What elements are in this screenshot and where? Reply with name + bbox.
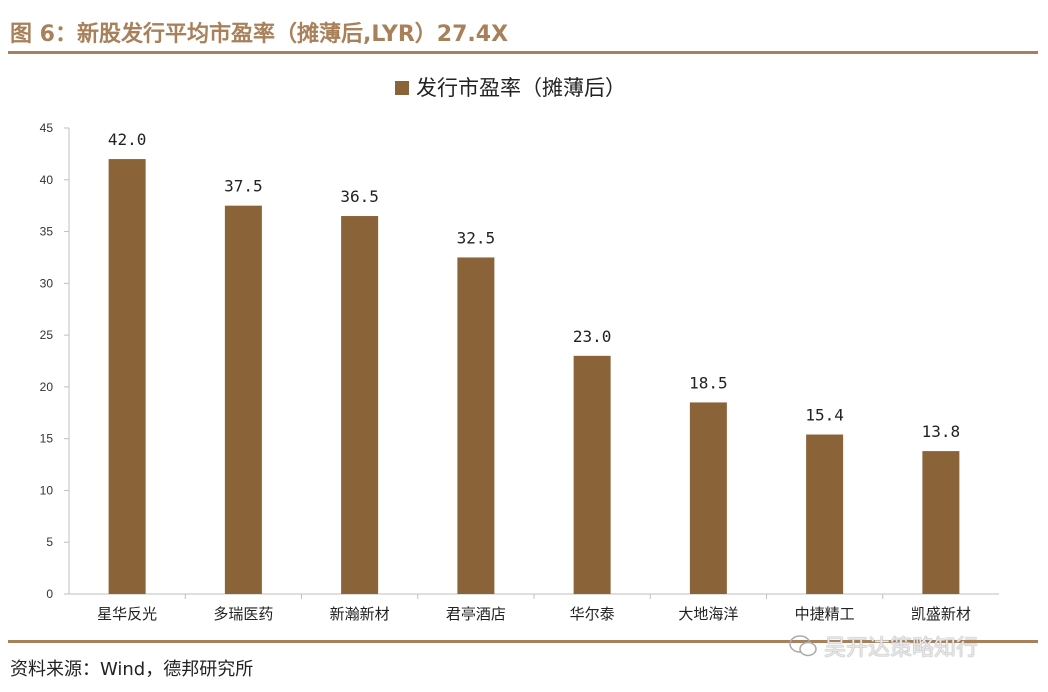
figure-title: 图 6：新股发行平均市盈率（摊薄后,LYR）27.4X bbox=[10, 22, 509, 47]
source-note: 资料来源：Wind，德邦研究所 bbox=[10, 659, 254, 680]
bars bbox=[108, 159, 960, 595]
data-label: 15.4 bbox=[805, 406, 844, 425]
x-tick-label: 新瀚新材 bbox=[330, 605, 390, 623]
x-tick-label: 君亭酒店 bbox=[446, 605, 506, 623]
x-tick-label: 星华反光 bbox=[97, 605, 157, 623]
x-tick-label: 中捷精工 bbox=[795, 605, 855, 623]
y-tick-label: 10 bbox=[40, 483, 54, 497]
watermark: 吴开达策略知行 bbox=[788, 630, 978, 662]
y-tick-label: 45 bbox=[40, 121, 54, 135]
bar bbox=[573, 355, 611, 594]
title-divider bbox=[8, 51, 1038, 54]
y-tick-label: 35 bbox=[40, 225, 54, 239]
data-labels: 42.0 37.5 36.5 32.5 23.0 18.5 15.4 13.8 bbox=[108, 130, 960, 441]
footer-divider bbox=[8, 640, 1038, 643]
data-label: 23.0 bbox=[573, 327, 612, 346]
bar bbox=[922, 451, 960, 594]
legend: 发行市盈率（摊薄后） bbox=[395, 76, 626, 100]
axes bbox=[68, 128, 999, 599]
wechat-icon bbox=[789, 635, 817, 657]
data-label: 13.8 bbox=[922, 422, 961, 441]
y-axis-ticks: 0 5 10 15 20 25 30 35 40 45 bbox=[40, 121, 69, 601]
bar bbox=[341, 216, 379, 594]
bar bbox=[457, 257, 495, 594]
bar-chart: 发行市盈率（摊薄后） 0 5 10 15 20 25 30 35 40 45 42.0 37.5 36… bbox=[40, 76, 999, 623]
x-tick-label: 大地海洋 bbox=[678, 605, 738, 623]
bar bbox=[224, 205, 262, 594]
bar bbox=[108, 159, 146, 595]
legend-swatch bbox=[395, 81, 409, 95]
y-tick-label: 5 bbox=[46, 535, 53, 549]
y-tick-label: 0 bbox=[46, 587, 53, 601]
watermark-text: 吴开达策略知行 bbox=[824, 636, 979, 661]
data-label: 42.0 bbox=[108, 130, 147, 149]
data-label: 32.5 bbox=[457, 228, 496, 247]
y-tick-label: 15 bbox=[40, 432, 54, 446]
legend-label: 发行市盈率（摊薄后） bbox=[416, 76, 626, 100]
y-tick-label: 25 bbox=[40, 328, 54, 342]
y-tick-label: 40 bbox=[40, 173, 54, 187]
x-tick-label: 华尔泰 bbox=[570, 605, 615, 623]
data-label: 36.5 bbox=[340, 187, 379, 206]
data-label: 18.5 bbox=[689, 373, 728, 392]
y-tick-label: 20 bbox=[40, 380, 54, 394]
data-label: 37.5 bbox=[224, 177, 263, 196]
x-axis-labels: 星华反光 多瑞医药 新瀚新材 君亭酒店 华尔泰 大地海洋 中捷精工 凯盛新材 bbox=[97, 605, 971, 623]
x-tick-label: 多瑞医药 bbox=[213, 605, 273, 623]
x-tick-label: 凯盛新材 bbox=[911, 605, 971, 623]
bar bbox=[689, 402, 727, 594]
bar bbox=[806, 434, 844, 594]
y-tick-label: 30 bbox=[40, 276, 54, 290]
